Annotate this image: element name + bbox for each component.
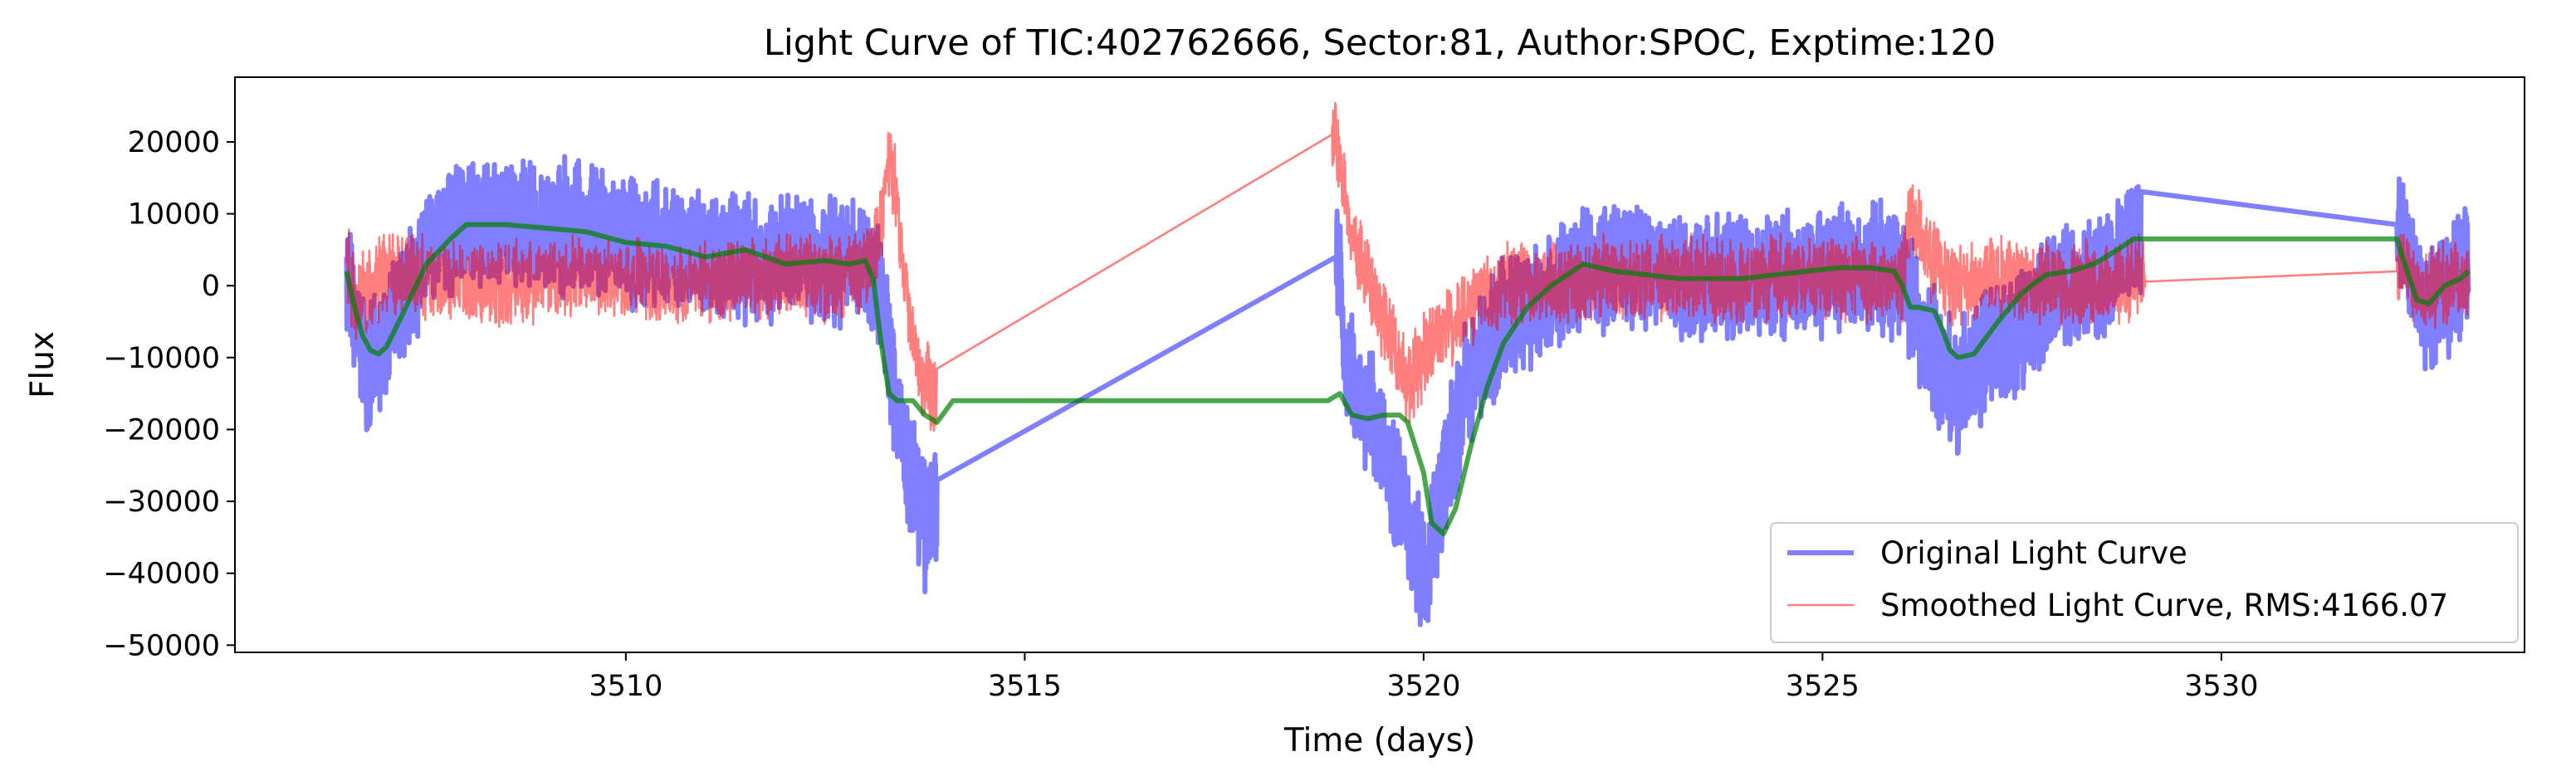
series-original-light-curve	[344, 154, 2471, 627]
y-tick-label: −10000	[103, 342, 220, 375]
x-tick-label: 3525	[1786, 670, 1860, 703]
series-smoothed-light-curve	[345, 101, 2470, 432]
legend: Original Light Curve Smoothed Light Curv…	[1770, 522, 2519, 643]
x-tick-label: 3530	[2184, 670, 2258, 703]
y-tick-label: −20000	[103, 413, 220, 447]
y-tick-label: 20000	[128, 126, 220, 159]
y-axis-ticks: −50000 −40000 −30000 −20000 −10000 0 10000 2000…	[103, 126, 235, 662]
x-axis-label: Time (days)	[1283, 722, 1475, 759]
y-axis-label: Flux	[24, 331, 61, 398]
axes-frame	[234, 76, 2525, 653]
y-tick-label: −30000	[103, 486, 220, 519]
y-tick-label: −50000	[103, 629, 220, 662]
x-axis-ticks: 3510 3515 3520 3525 3530	[589, 652, 2258, 703]
series-smoothed-trend	[344, 222, 2471, 537]
chart-title: Light Curve of TIC:402762666, Sector:81,…	[764, 22, 1996, 64]
y-tick-label: −40000	[103, 558, 220, 591]
legend-label-smoothed: Smoothed Light Curve, RMS:4166.07	[1880, 588, 2448, 623]
series-layer	[344, 101, 2471, 627]
x-tick-label: 3520	[1386, 670, 1460, 703]
y-tick-label: 0	[202, 270, 220, 303]
x-tick-label: 3510	[589, 670, 662, 703]
legend-box	[1770, 522, 2519, 643]
legend-label-original: Original Light Curve	[1880, 535, 2187, 571]
plot-area	[344, 101, 2471, 627]
y-tick-label: 10000	[128, 198, 220, 232]
x-tick-label: 3515	[988, 670, 1062, 703]
